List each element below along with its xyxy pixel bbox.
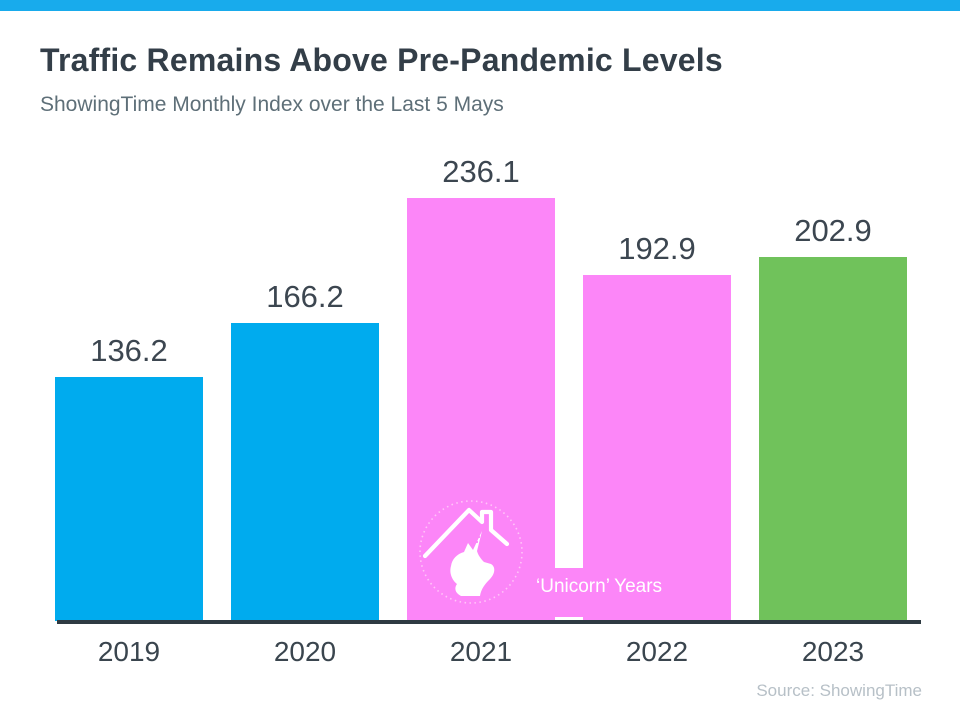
unicorn-overlay-bridge — [555, 568, 583, 617]
value-label-2022: 192.9 — [618, 231, 696, 266]
top-accent-bar — [0, 0, 960, 11]
source-credit: Source: ShowingTime — [756, 681, 922, 700]
bar-2023 — [759, 257, 907, 621]
unicorn-eye-dot — [479, 553, 483, 557]
dotted-circle — [419, 500, 523, 604]
horn-spiral-dot — [475, 540, 479, 544]
value-label-2023: 202.9 — [794, 213, 872, 248]
x-tick-2020: 2020 — [273, 636, 337, 667]
x-tick-2023: 2023 — [801, 636, 865, 667]
x-tick-2019: 2019 — [97, 636, 161, 667]
bar-2022 — [583, 275, 731, 621]
page-title: Traffic Remains Above Pre-Pandemic Level… — [40, 42, 723, 78]
value-label-2020: 166.2 — [266, 279, 344, 314]
value-label-2021: 236.1 — [442, 154, 520, 189]
unicorn-years-label: ‘Unicorn’ Years — [536, 576, 663, 597]
x-axis-line — [57, 620, 921, 624]
x-tick-2021: 2021 — [449, 636, 513, 667]
unicorn-head-icon — [450, 531, 495, 596]
page-subtitle: ShowingTime Monthly Index over the Last … — [40, 93, 504, 116]
horn-spiral-dot — [477, 535, 481, 539]
house-roof-icon — [422, 507, 510, 559]
unicorn-house-icon — [419, 500, 523, 604]
value-label-2019: 136.2 — [90, 333, 168, 368]
x-tick-2022: 2022 — [625, 636, 689, 667]
bar-2019 — [55, 377, 203, 621]
bar-2020 — [231, 323, 379, 621]
